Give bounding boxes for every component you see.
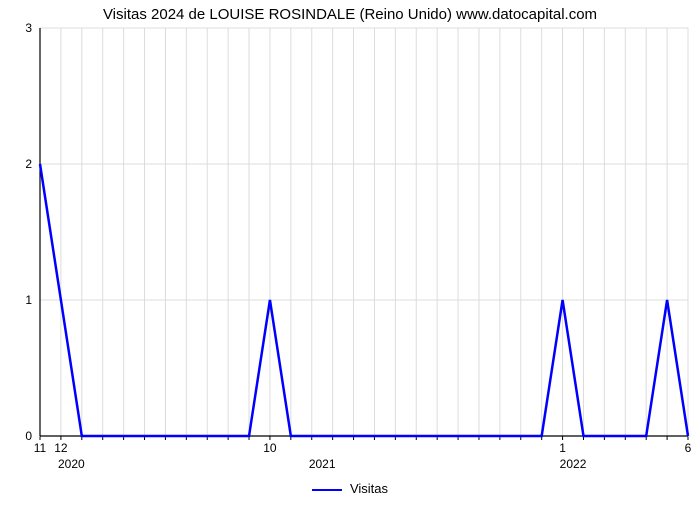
svg-text:0: 0 (25, 429, 32, 443)
chart-container: Visitas 2024 de LOUISE ROSINDALE (Reino … (0, 0, 700, 500)
svg-text:11: 11 (34, 441, 47, 455)
legend-swatch (312, 489, 342, 491)
svg-text:1: 1 (559, 441, 566, 455)
svg-text:1: 1 (25, 293, 32, 307)
svg-text:3: 3 (25, 21, 32, 35)
svg-text:12: 12 (54, 441, 68, 455)
svg-text:2021: 2021 (309, 457, 336, 471)
line-chart: 012311121016202020212022 (0, 0, 700, 500)
svg-text:2022: 2022 (560, 457, 587, 471)
svg-text:2: 2 (25, 157, 32, 171)
svg-text:10: 10 (263, 441, 277, 455)
svg-text:2020: 2020 (58, 457, 85, 471)
legend-label: Visitas (350, 481, 388, 496)
svg-text:6: 6 (685, 441, 692, 455)
legend: Visitas (0, 481, 700, 496)
chart-title: Visitas 2024 de LOUISE ROSINDALE (Reino … (0, 6, 700, 23)
